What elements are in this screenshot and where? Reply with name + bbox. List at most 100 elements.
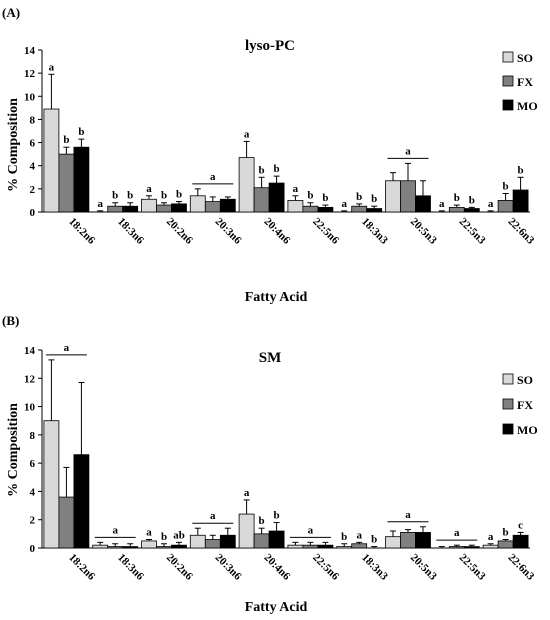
panel-b-significance-letter: b [259, 515, 265, 527]
panel-b-bar-fx [400, 532, 416, 549]
panel-a-x-tick-label: 22:5n3 [457, 216, 488, 247]
panel-a-bar-fx [448, 206, 465, 213]
panel-a-significance-letter: b [274, 163, 280, 175]
panel-a-bar-fx [400, 180, 416, 213]
panel-b-x-tick-label: 22:5n3 [457, 552, 488, 583]
panel-b-legend-swatch-mo [502, 423, 514, 435]
panel-b-significance-letter: a [488, 531, 494, 543]
panel-a-y-tick-label: 2 [30, 184, 36, 196]
panel-a-bar-so [43, 108, 60, 213]
panel-b-bar-so [189, 534, 206, 549]
panel-b-y-tick-label: 10 [24, 402, 36, 414]
panel-b-x-tick-label: 20:5n3 [408, 552, 439, 583]
panel-b-x-tick-label: 20:2n6 [164, 552, 195, 583]
panel-a-bar-fx [204, 201, 221, 213]
panel-a-bar-fx [497, 200, 514, 213]
panel-a-significance-letter: b [322, 192, 328, 204]
panel-a-significance-letter: b [161, 190, 167, 202]
panel-b-bar-mo [268, 530, 285, 549]
panel-a-significance-letter: a [146, 183, 152, 195]
panel-b-x-tick-label: 18:3n6 [115, 552, 146, 583]
panel-b-significance-letter: b [503, 527, 509, 539]
panel-b-legend-swatch-so [502, 373, 514, 385]
panel-b-bar-so [43, 420, 60, 549]
panel-a-bar-mo [122, 205, 139, 213]
panel-a-bar-fx [351, 205, 368, 213]
panel-b-x-tick-label: 20:3n6 [213, 552, 244, 583]
panel-a-significance-letter: a [439, 198, 445, 210]
panel-a-significance-letter: b [307, 190, 313, 202]
panel-a-x-tick-label: 20:4n6 [261, 216, 292, 247]
panel-a-bar-so [287, 200, 304, 213]
panel-a-bar-so [189, 195, 206, 213]
panel-a-significance-letter: b [259, 164, 265, 176]
panel-a-x-tick-label: 20:5n3 [408, 216, 439, 247]
panel-a-bar-mo [366, 208, 383, 213]
panel-a-x-tick-label: 18:2n6 [66, 216, 97, 247]
panel-a-x-tick-label: 20:2n6 [164, 216, 195, 247]
panel-b-bar-mo [73, 454, 90, 549]
panel-b-ylabel: % Composition [6, 403, 21, 497]
panel-a-legend-label-so: SO [517, 51, 533, 65]
panel-a-bar-mo [463, 208, 480, 213]
panel-a-bar-mo [268, 182, 285, 213]
panel-a-significance-letter: b [78, 126, 84, 138]
panel-b-bar-fx [497, 540, 514, 549]
panel-a-bar-fx [107, 205, 124, 213]
panel-b-bar-fx [204, 539, 221, 549]
panel-a-bar-mo [219, 198, 236, 213]
panel-a-legend: SO FX MO [502, 51, 538, 113]
panel-a-bar-so [141, 198, 157, 213]
panel-b-bar-so [482, 544, 499, 549]
panel-b-significance-letter: a [454, 527, 460, 539]
panel-b-significance-letter: b [274, 510, 280, 522]
panel-a-significance-letter: b [454, 192, 460, 204]
panel-b-bar-so [336, 546, 353, 549]
panel-b-bar-so [238, 513, 255, 549]
panel-b-significance-letter: b [161, 531, 167, 543]
panel-b-y-tick-label: 2 [30, 515, 36, 527]
panel-a-bar-so [238, 157, 255, 213]
panel-b-y-tick-label: 4 [30, 486, 36, 498]
panel-b-y-tick-label: 14 [24, 345, 36, 357]
panel-a-title: lyso-PC [245, 38, 295, 54]
panel-a-significance-letter: a [341, 198, 347, 210]
panel-b-significance-letter: a [146, 527, 152, 539]
panel-b-bar-so [92, 544, 109, 549]
panel-a-significance-letter: b [518, 164, 524, 176]
panel-b-bar-so [385, 536, 401, 549]
panel-b-significance-letter: a [112, 524, 118, 536]
panel-a-bar-mo [171, 203, 187, 213]
panel-a-x-tick-label: 20:3n6 [213, 216, 244, 247]
panel-a-legend-label-mo: MO [517, 99, 538, 113]
panel-b-significance-letter: b [371, 534, 377, 546]
panel-a-significance-letter: b [371, 193, 377, 205]
panel-b-bar-mo [219, 534, 236, 549]
panel-b-significance-letter: ab [173, 529, 185, 541]
panel-a-x-tick-label: 18:3n3 [359, 216, 390, 247]
panel-b-legend-label-mo: MO [517, 423, 538, 437]
panel-a-bar-fx [156, 204, 172, 213]
panel-a-legend-label-fx: FX [517, 75, 533, 89]
panel-b-y-tick-label: 0 [30, 543, 36, 555]
panel-b-bar-fx [58, 496, 75, 549]
panel-b-legend: SO FX MO [502, 373, 538, 437]
panel-a-y-tick-label: 0 [30, 207, 36, 219]
panel-a-significance-letter: a [488, 198, 494, 210]
panel-b-legend-label-so: SO [517, 373, 533, 387]
panel-b-x-tick-label: 18:2n6 [66, 552, 97, 583]
panel-b-xlabel: Fatty Acid [245, 600, 308, 615]
panel-a-bar-fx [58, 153, 75, 213]
panel-a-significance-letter: b [503, 180, 509, 192]
panel-a-significance-letter: b [356, 191, 362, 203]
panel-a-y-tick-label: 12 [24, 68, 36, 80]
panel-a-significance-letter: b [176, 189, 182, 201]
panel-a-significance-letter: b [127, 190, 133, 202]
panel-a-significance-letter: a [210, 171, 216, 183]
panel-b-legend-swatch-fx [502, 398, 514, 410]
panel-a-xlabel: Fatty Acid [245, 290, 308, 305]
panel-b-significance-letter: a [210, 510, 216, 522]
